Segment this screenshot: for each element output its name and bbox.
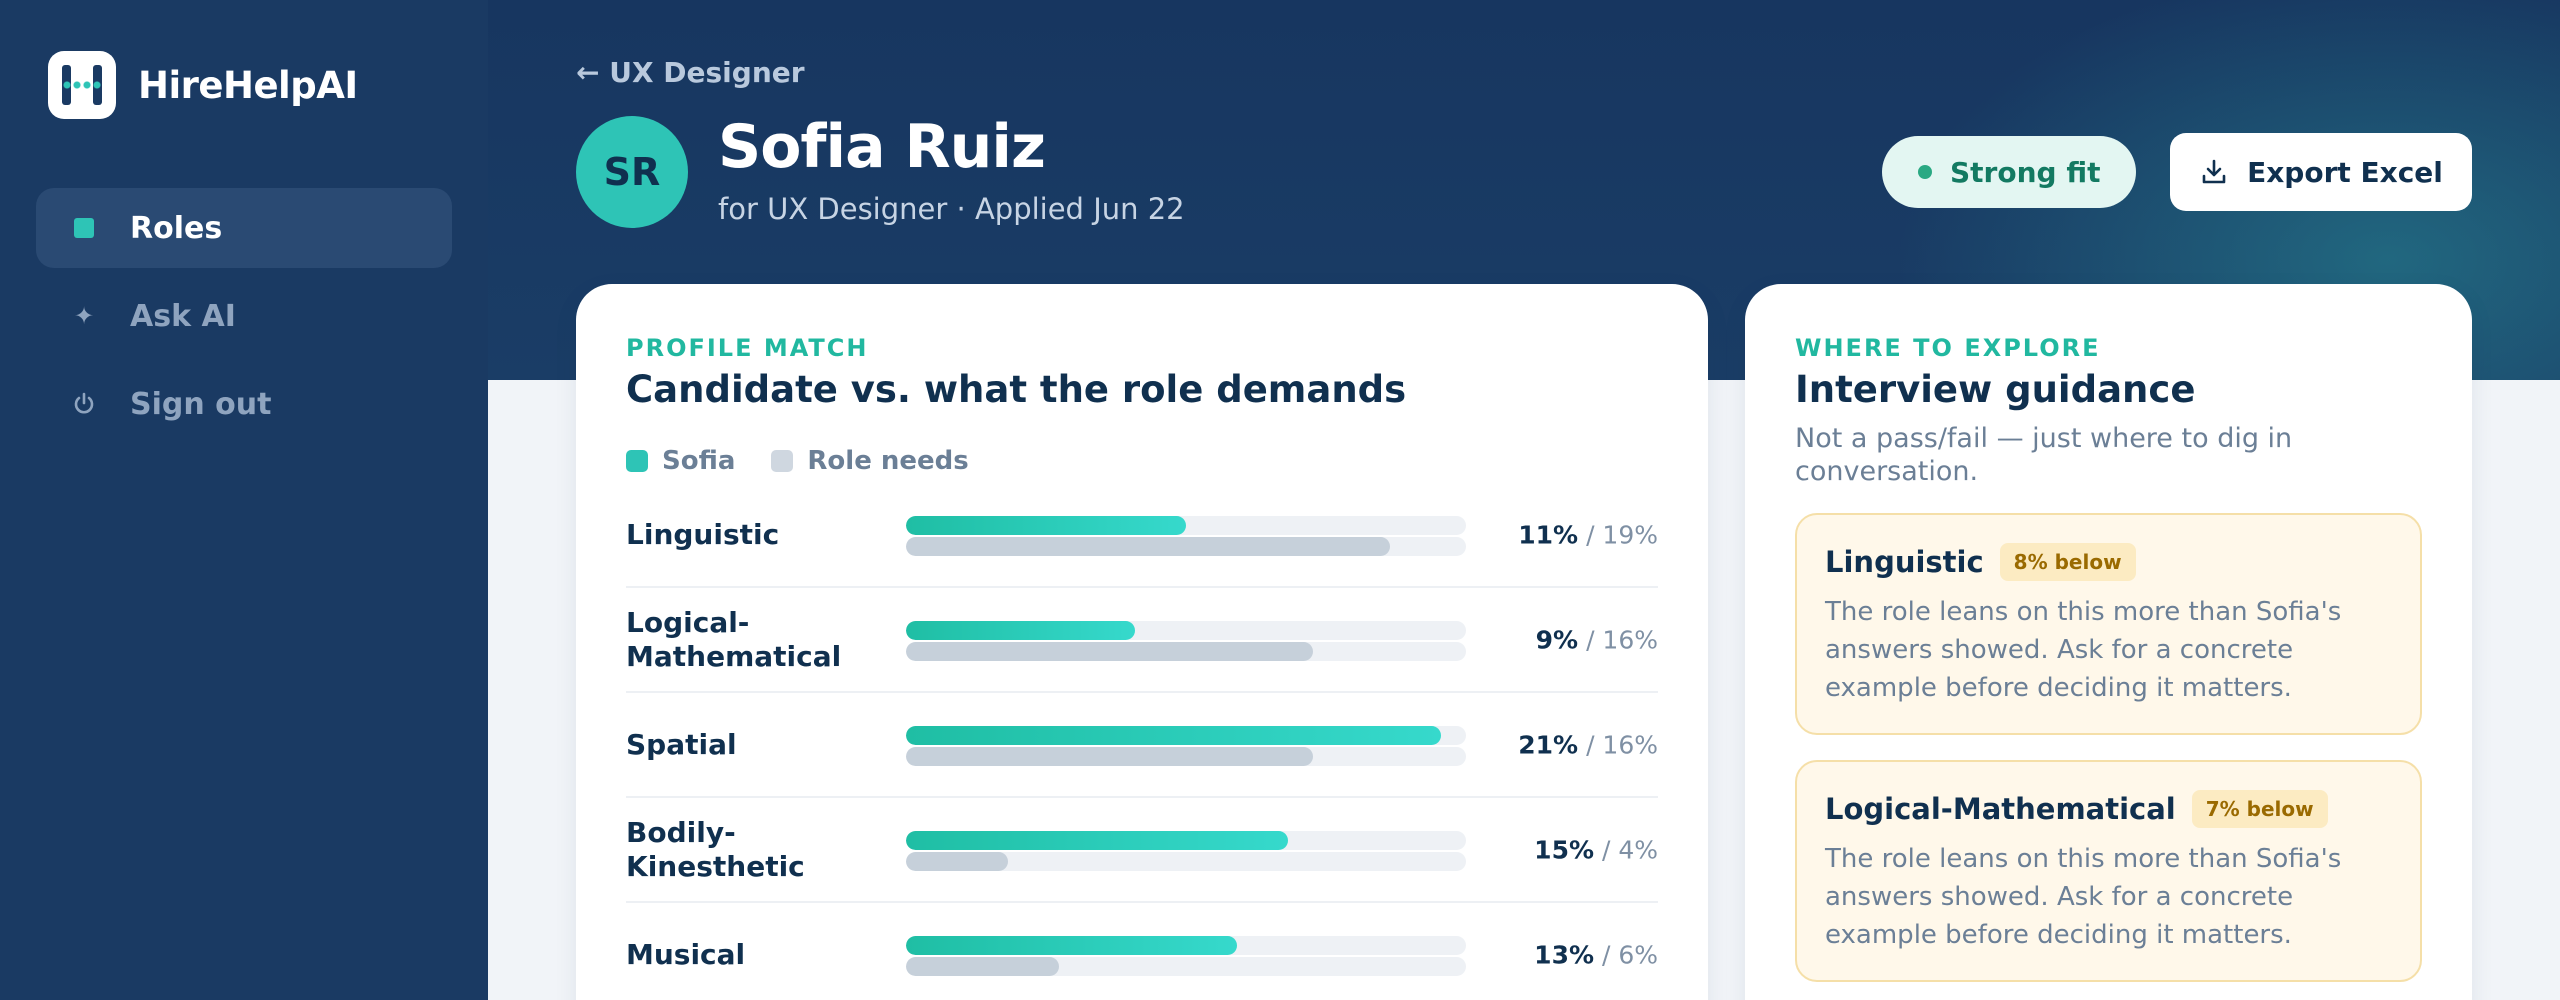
sidebar-item-sign-out[interactable]: Sign out (36, 364, 452, 444)
guidance-item-title: Logical-Mathematical (1825, 792, 2176, 826)
legend-item-candidate: Sofia (626, 446, 735, 476)
role-bar-track (906, 642, 1466, 661)
sidebar-nav: Roles ✦ Ask AI Sign out (36, 188, 452, 452)
legend-swatch (626, 450, 648, 472)
candidate-value: 11% (1518, 520, 1579, 550)
gap-badge: 7% below (2191, 790, 2328, 828)
sidebar-item-roles[interactable]: Roles (36, 188, 452, 268)
role-bar (906, 642, 1314, 661)
candidate-bar-track (906, 726, 1466, 745)
row-label: Logical-​Mathematical (626, 606, 842, 673)
row-value: 9% / 16% (1536, 626, 1658, 655)
profile-eyebrow: PROFILE MATCH (626, 334, 869, 362)
row-value: 11% / 19% (1518, 521, 1658, 550)
row-value: 13% / 6% (1534, 941, 1658, 970)
profile-row: Bodily-​Kinesthetic 15% / 4% (626, 799, 1658, 903)
sidebar-item-label: Sign out (130, 386, 272, 422)
role-value: / 16% (1586, 730, 1658, 760)
role-bar (906, 852, 1008, 871)
fit-badge: Strong fit (1882, 136, 2137, 208)
candidate-bar (906, 726, 1441, 745)
row-value: 21% / 16% (1518, 731, 1658, 760)
legend-item-role: Role needs (771, 446, 969, 476)
role-bar (906, 957, 1059, 976)
candidate-bar (906, 621, 1136, 640)
guidance-item-body: The role leans on this more than Sofia's… (1825, 844, 2342, 950)
candidate-value: 21% (1518, 730, 1579, 760)
role-bar (906, 537, 1390, 556)
guidance-item: Linguistic 8% below The role leans on th… (1795, 513, 2422, 735)
download-icon (2202, 159, 2226, 184)
avatar: SR (576, 116, 688, 228)
profile-row: Spatial 21% / 16% (626, 694, 1658, 798)
role-bar-track (906, 537, 1466, 556)
square-icon (70, 214, 98, 242)
legend-label: Role needs (807, 446, 969, 476)
status-dot-icon (1918, 165, 1932, 179)
candidate-value: 13% (1534, 940, 1595, 970)
sidebar-item-label: Roles (130, 210, 223, 246)
candidate-bar-track (906, 831, 1466, 850)
back-link[interactable]: ← UX Designer (576, 56, 805, 89)
legend-swatch (771, 450, 794, 472)
row-label: Linguistic (626, 518, 780, 551)
row-value: 15% / 4% (1534, 836, 1658, 865)
candidate-name: Sofia Ruiz (718, 112, 1046, 182)
role-bar-track (906, 852, 1466, 871)
fit-badge-label: Strong fit (1950, 155, 2101, 189)
candidate-value: 9% (1535, 625, 1579, 655)
candidate-bar-track (906, 936, 1466, 955)
sparkle-icon: ✦ (73, 302, 95, 330)
role-value: / 6% (1601, 940, 1658, 970)
power-icon (70, 390, 98, 418)
guidance-subtitle: Not a pass/fail — just where to dig in c… (1795, 423, 2293, 487)
legend-label: Sofia (662, 446, 736, 476)
legend: Sofia Role needs (626, 446, 1005, 476)
row-label: Bodily-​Kinesthetic (626, 816, 805, 883)
guidance-item-title: Linguistic (1825, 545, 1984, 579)
candidate-bar-track (906, 621, 1466, 640)
role-value: / 4% (1601, 835, 1658, 865)
brand-name: HireHelpAI (138, 63, 358, 107)
interview-guidance-card: WHERE TO EXPLORE Interview guidance Not … (1745, 284, 2472, 1000)
brand-logo-icon (48, 51, 116, 119)
candidate-bar-track (906, 516, 1466, 535)
guidance-item: Logical-Mathematical 7% below The role l… (1795, 760, 2422, 982)
row-label: Musical (626, 938, 746, 971)
export-excel-button[interactable]: Export Excel (2170, 133, 2472, 211)
sidebar-item-label: Ask AI (130, 298, 236, 334)
role-bar (906, 747, 1314, 766)
guidance-eyebrow: WHERE TO EXPLORE (1795, 334, 2101, 362)
row-label: Spatial (626, 728, 737, 761)
candidate-subtitle: for UX Designer · Applied Jun 22 (718, 192, 1185, 226)
guidance-title: Interview guidance (1795, 368, 2196, 411)
profile-row: Logical-​Mathematical 9% / 16% (626, 589, 1658, 693)
guidance-item-body: The role leans on this more than Sofia's… (1825, 597, 2342, 703)
sidebar-item-ask-ai[interactable]: ✦ Ask AI (36, 276, 452, 356)
role-bar-track (906, 747, 1466, 766)
brand[interactable]: HireHelpAI (48, 51, 358, 119)
role-bar-track (906, 957, 1466, 976)
candidate-value: 15% (1534, 835, 1595, 865)
profile-row: Linguistic 11% / 19% (626, 484, 1658, 588)
profile-title: Candidate vs. what the role demands (626, 368, 1407, 411)
candidate-bar (906, 831, 1288, 850)
role-value: / 19% (1586, 520, 1658, 550)
role-value: / 16% (1586, 625, 1658, 655)
profile-row: Musical 13% / 6% (626, 904, 1658, 1000)
candidate-bar (906, 936, 1237, 955)
sidebar: HireHelpAI Roles ✦ Ask AI Sign out (0, 0, 488, 1000)
candidate-bar (906, 516, 1186, 535)
profile-match-card: PROFILE MATCH Candidate vs. what the rol… (576, 284, 1708, 1000)
export-excel-label: Export Excel (2247, 155, 2443, 189)
gap-badge: 8% below (1999, 543, 2136, 581)
